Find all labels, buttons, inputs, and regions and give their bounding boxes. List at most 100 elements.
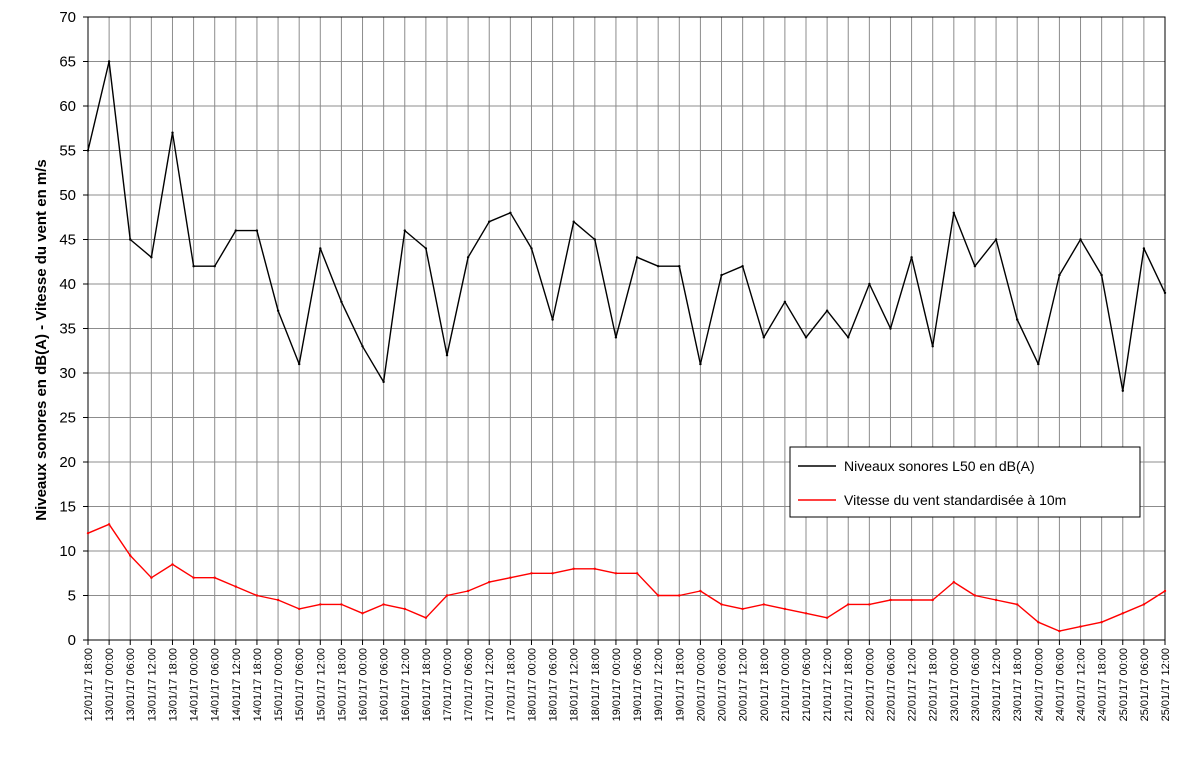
data-point (150, 576, 153, 579)
data-point (1079, 625, 1082, 628)
x-tick-label: 21/01/17 18:00 (843, 648, 855, 721)
series-line (87, 60, 1166, 392)
data-point (255, 229, 259, 232)
x-tick-label: 22/01/17 00:00 (864, 648, 876, 721)
y-tick-label: 50 (59, 187, 76, 204)
x-tick-label: 20/01/17 00:00 (695, 648, 707, 721)
data-point (234, 585, 237, 588)
x-tick-label: 20/01/17 12:00 (738, 648, 750, 721)
x-tick-label: 13/01/17 18:00 (167, 648, 179, 721)
data-point (424, 247, 428, 250)
y-tick-label: 45 (59, 232, 76, 249)
x-tick-label: 15/01/17 12:00 (315, 648, 327, 721)
data-point (699, 362, 702, 366)
data-point (466, 589, 470, 593)
data-point (994, 598, 998, 602)
data-point (720, 603, 723, 606)
data-point (298, 362, 301, 366)
y-tick-label: 70 (59, 9, 76, 26)
x-tick-label: 15/01/17 06:00 (294, 648, 306, 721)
series-noise-level (86, 60, 1167, 392)
data-point (804, 336, 808, 339)
y-tick-label: 30 (59, 365, 76, 382)
data-point (720, 273, 723, 277)
data-point (1058, 273, 1061, 277)
data-point (1163, 291, 1167, 295)
data-point (572, 220, 575, 223)
y-tick-label: 15 (59, 499, 76, 516)
data-point (1037, 621, 1040, 624)
x-tick-label: 16/01/17 18:00 (421, 648, 433, 721)
data-point (952, 580, 955, 584)
y-tick-label: 20 (59, 454, 76, 471)
data-point (910, 598, 913, 602)
data-point (699, 589, 702, 593)
data-point (847, 603, 850, 606)
data-point (382, 603, 385, 606)
data-point (678, 265, 681, 268)
data-point (488, 220, 491, 223)
x-tick-label: 25/01/17 06:00 (1139, 648, 1151, 721)
series-line (87, 523, 1166, 632)
x-tick-label: 24/01/17 00:00 (1033, 648, 1045, 721)
x-tick-label: 13/01/17 00:00 (104, 648, 116, 721)
data-point (1142, 603, 1146, 606)
x-tick-label: 16/01/17 00:00 (358, 648, 370, 721)
data-point (741, 607, 744, 611)
data-point (593, 238, 596, 241)
data-point (1142, 247, 1146, 250)
x-tick-label: 20/01/17 06:00 (717, 648, 729, 721)
data-point (107, 60, 111, 63)
data-point (825, 616, 829, 619)
x-tick-label: 23/01/17 00:00 (949, 648, 961, 721)
y-tick-label: 10 (59, 543, 76, 560)
data-point (403, 229, 406, 232)
legend-box (789, 446, 1141, 518)
x-tick-label: 23/01/17 06:00 (970, 648, 982, 721)
data-point (910, 256, 913, 259)
data-point (234, 229, 237, 232)
x-tick-label: 22/01/17 12:00 (907, 648, 919, 721)
x-tick-label: 18/01/17 00:00 (526, 648, 538, 721)
data-point (340, 300, 343, 303)
data-point (276, 309, 280, 312)
series-wind-speed (86, 523, 1167, 633)
data-point (551, 572, 554, 575)
y-tick-label: 35 (59, 321, 76, 338)
x-tick-label: 19/01/17 06:00 (632, 648, 644, 721)
data-point (657, 594, 660, 597)
data-point (889, 327, 892, 330)
x-tick-label: 17/01/17 12:00 (484, 648, 496, 721)
data-point (931, 598, 934, 602)
data-point (255, 594, 259, 597)
y-tick-label: 5 (68, 588, 76, 605)
data-point (107, 523, 111, 526)
data-point (1121, 612, 1125, 615)
x-tick-label: 16/01/17 06:00 (379, 648, 391, 721)
axes: 0 5 10 15 20 25 30 35 40 45 50 55 60 65 70 12/01/17 18:… (59, 9, 1172, 721)
data-point (825, 309, 829, 312)
data-point (551, 318, 554, 321)
data-point (1121, 389, 1125, 392)
data-point (1163, 589, 1167, 593)
y-tick-label: 40 (59, 276, 76, 293)
data-point (319, 603, 322, 606)
x-tick-label: 23/01/17 18:00 (1012, 648, 1024, 721)
data-point (1016, 318, 1019, 321)
plot-frame (87, 16, 1166, 641)
series (86, 60, 1167, 633)
data-point (635, 256, 639, 259)
x-tick-label: 17/01/17 00:00 (442, 648, 454, 721)
data-point (973, 265, 977, 268)
data-point (509, 211, 512, 214)
data-point (86, 149, 90, 152)
x-tick-label: 19/01/17 12:00 (653, 648, 665, 721)
y-tick-label: 25 (59, 410, 76, 427)
x-tick-label: 24/01/17 12:00 (1076, 648, 1088, 721)
data-point (783, 300, 787, 303)
data-point (488, 580, 491, 584)
x-tick-label: 12/01/17 18:00 (83, 648, 95, 721)
grid (87, 16, 1166, 641)
x-tick-label: 25/01/17 00:00 (1118, 648, 1130, 721)
